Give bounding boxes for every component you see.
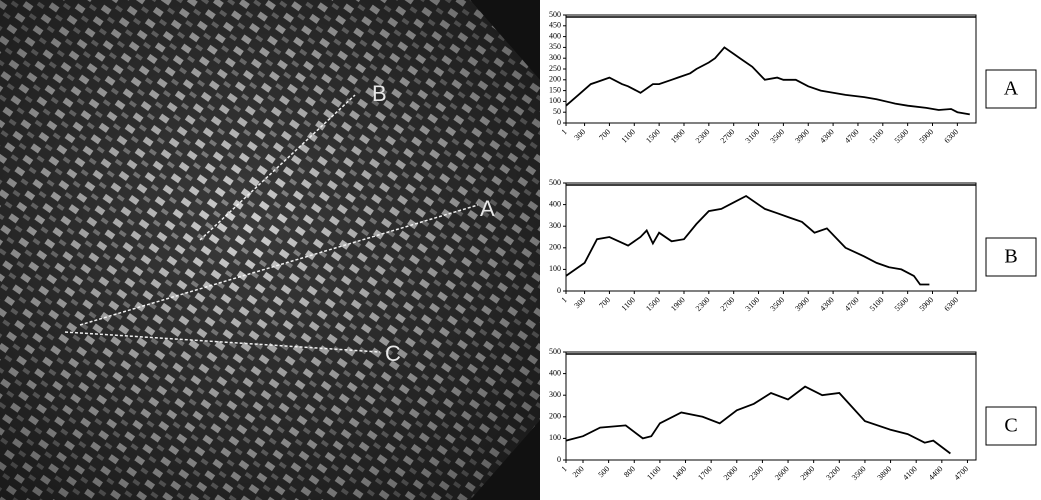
y-tick-label: 300: [549, 53, 561, 62]
x-tick-label: 2300: [694, 127, 712, 145]
y-tick-label: 50: [553, 107, 561, 116]
x-tick-label: 3900: [793, 127, 811, 145]
label-box: [985, 406, 1037, 446]
x-tick-label: 4300: [818, 127, 836, 145]
y-tick-label: 500: [549, 178, 561, 187]
profile-line: [565, 194, 930, 286]
y-tick-label: 350: [549, 42, 561, 51]
x-tick-label: 1500: [644, 127, 662, 145]
x-tick-label: 3200: [824, 464, 842, 482]
x-tick-label: 1700: [696, 464, 714, 482]
x-tick-label: 1400: [671, 464, 689, 482]
y-tick-label: 100: [549, 433, 561, 442]
x-tick-label: 1100: [620, 127, 637, 144]
chart-title: C: [1004, 415, 1017, 437]
profile-line: [565, 46, 970, 116]
x-tick-label: 5500: [893, 127, 911, 145]
y-tick-label: 250: [549, 64, 561, 73]
x-tick-label: 2600: [773, 464, 791, 482]
x-tick-label: 3500: [768, 295, 786, 313]
y-tick-label: 300: [549, 221, 561, 230]
x-tick-label: 4100: [901, 464, 919, 482]
x-tick-label: 700: [597, 127, 612, 142]
x-tick-label: 800: [622, 464, 637, 479]
map-label: A: [480, 196, 495, 221]
x-tick-label: 2300: [747, 464, 765, 482]
x-tick-label: 1500: [644, 295, 662, 313]
x-tick-label: 1100: [620, 295, 637, 312]
x-tick-label: 300: [572, 127, 587, 142]
x-tick-label: 5900: [918, 295, 936, 313]
y-tick-label: 100: [549, 96, 561, 105]
y-tick-label: 500: [549, 10, 561, 19]
label-box: [985, 237, 1037, 277]
x-tick-label: 2000: [722, 464, 740, 482]
x-tick-label: 1100: [645, 464, 662, 481]
y-tick-label: 450: [549, 21, 561, 30]
label-box: [985, 69, 1037, 109]
map-label: C: [385, 341, 401, 366]
y-tick-label: 500: [549, 347, 561, 356]
y-tick-label: 0: [557, 455, 561, 464]
x-tick-label: 3500: [850, 464, 868, 482]
x-tick-label: 5500: [893, 295, 911, 313]
x-tick-label: 5100: [868, 127, 886, 145]
x-tick-label: 1: [560, 295, 569, 304]
x-tick-label: 4400: [927, 464, 945, 482]
x-tick-label: 1900: [669, 127, 687, 145]
x-tick-label: 3900: [793, 295, 811, 313]
x-tick-label: 5900: [918, 127, 936, 145]
chart-title: B: [1004, 246, 1017, 268]
x-tick-label: 3800: [876, 464, 894, 482]
y-tick-label: 400: [549, 199, 561, 208]
x-tick-label: 4700: [843, 295, 861, 313]
x-tick-label: 4300: [818, 295, 836, 313]
chart-title: A: [1004, 78, 1019, 100]
x-tick-label: 2300: [694, 295, 712, 313]
x-tick-label: 6300: [942, 127, 960, 145]
relief-map: A B C: [0, 0, 540, 500]
x-tick-label: 2700: [719, 295, 737, 313]
x-tick-label: 4700: [843, 127, 861, 145]
y-tick-label: 400: [549, 31, 561, 40]
y-tick-label: 400: [549, 368, 561, 377]
y-tick-label: 200: [549, 243, 561, 252]
x-tick-label: 3100: [744, 127, 762, 145]
x-tick-label: 300: [572, 295, 587, 310]
x-tick-label: 2900: [799, 464, 817, 482]
plot-frame: [565, 182, 977, 292]
x-tick-label: 3100: [744, 295, 762, 313]
y-tick-label: 200: [549, 75, 561, 84]
y-tick-label: 0: [557, 286, 561, 295]
x-tick-label: 500: [596, 464, 611, 479]
x-tick-label: 1: [560, 464, 569, 473]
y-tick-label: 100: [549, 264, 561, 273]
x-tick-label: 1: [560, 127, 569, 136]
x-tick-label: 6300: [942, 295, 960, 313]
profile-line: [565, 385, 951, 455]
x-tick-label: 2700: [719, 127, 737, 145]
map-label: B: [372, 81, 387, 106]
x-tick-label: 5100: [868, 295, 886, 313]
x-tick-label: 1900: [669, 295, 687, 313]
x-tick-label: 200: [571, 464, 586, 479]
y-tick-label: 200: [549, 412, 561, 421]
y-tick-label: 0: [557, 118, 561, 127]
plot-frame: [565, 351, 977, 461]
x-tick-label: 4700: [952, 464, 970, 482]
x-tick-label: 700: [597, 295, 612, 310]
y-tick-label: 300: [549, 390, 561, 399]
x-tick-label: 3500: [768, 127, 786, 145]
y-tick-label: 150: [549, 85, 561, 94]
